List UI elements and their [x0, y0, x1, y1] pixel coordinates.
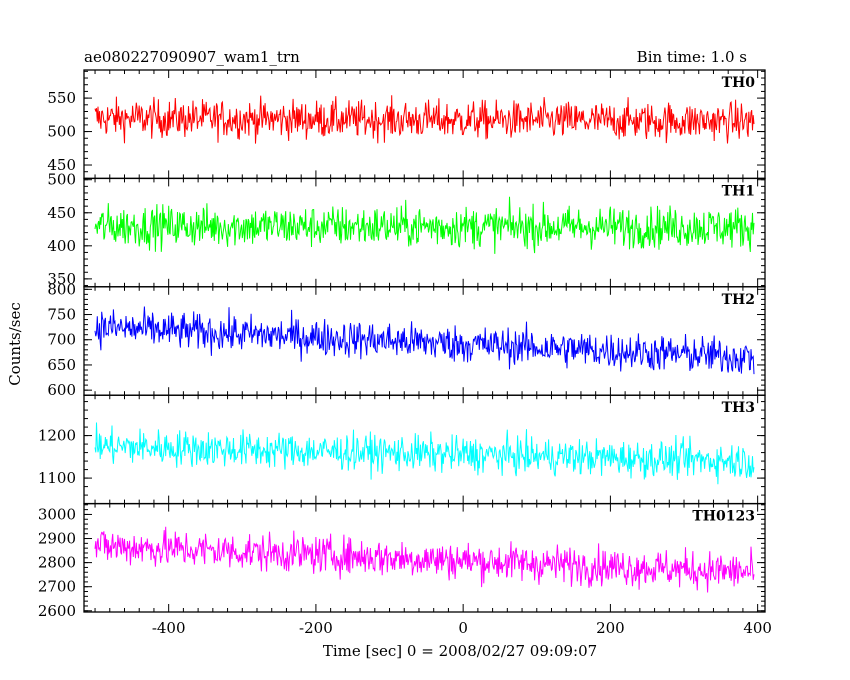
xtick-label: 0: [458, 619, 468, 637]
bin-time-label: Bin time: 1.0 s: [637, 48, 747, 66]
x-axis-label: Time [sec] 0 = 2008/02/27 09:09:07: [323, 642, 597, 660]
th1-ytick-label: 400: [47, 237, 76, 255]
th3-series-label: TH3: [722, 400, 755, 416]
th3-ytick-label: 1200: [38, 427, 76, 445]
th0-ytick-label: 450: [47, 156, 76, 174]
th1-ytick-label: 500: [47, 171, 76, 189]
th2-ytick-label: 700: [47, 331, 76, 349]
th2-ytick-label: 600: [47, 381, 76, 399]
th0123-ytick-label: 3000: [38, 505, 76, 523]
th3-series-line: [94, 422, 755, 485]
th2-ytick-label: 650: [47, 356, 76, 374]
th3-ytick-label: 1100: [38, 469, 76, 487]
xtick-label: 400: [743, 619, 772, 637]
xtick-label: 200: [596, 619, 625, 637]
th2-series-line: [94, 306, 755, 375]
th0123-series-label: TH0123: [692, 509, 755, 525]
th2-ytick-label: 800: [47, 280, 76, 298]
th0123-ytick-label: 2700: [38, 578, 76, 596]
th0123-ytick-label: 2900: [38, 530, 76, 548]
th1-ytick-label: 350: [47, 270, 76, 288]
th2-series-label: TH2: [722, 292, 755, 308]
th2-ytick-label: 750: [47, 306, 76, 324]
th1-ytick-label: 450: [47, 204, 76, 222]
th0-ytick-label: 500: [47, 123, 76, 141]
y-axis-label: Counts/sec: [6, 302, 24, 386]
plot-title: ae080227090907_wam1_trn: [84, 48, 300, 66]
th0-series-line: [94, 95, 755, 144]
th1-series-line: [94, 196, 755, 254]
th1-series-label: TH1: [722, 183, 755, 199]
xtick-label: -400: [152, 619, 186, 637]
xtick-label: -200: [299, 619, 333, 637]
panels: 450500550TH0350400450500TH16006507007508…: [38, 69, 772, 637]
th0123-series-line: [94, 526, 755, 593]
th0123-ytick-label: 2600: [38, 602, 76, 620]
th0-series-label: TH0: [722, 75, 756, 91]
th0-ytick-label: 550: [47, 89, 76, 107]
th3-panel-frame: [83, 394, 766, 505]
th0123-ytick-label: 2800: [38, 554, 76, 572]
